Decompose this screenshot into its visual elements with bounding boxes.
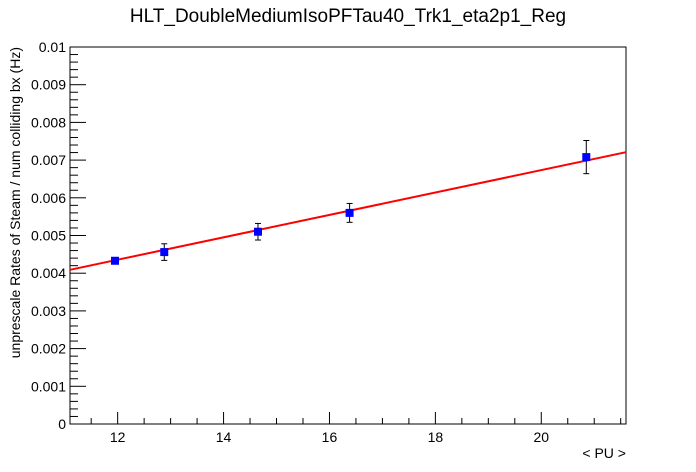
x-axis-tick-labels: 12 14 16 18 20 <box>110 429 549 445</box>
data-point <box>111 256 120 265</box>
y-tick-label: 0.004 <box>31 265 66 281</box>
y-axis-tick-labels: 0 0.001 0.002 0.003 0.004 0.005 0.006 0.007 0.00… <box>31 39 66 432</box>
y-axis-label: unprescale Rates of Steam / num collidin… <box>7 47 23 358</box>
y-tick-label: 0.008 <box>31 114 66 130</box>
plot-frame <box>69 46 627 425</box>
data-point <box>345 202 354 223</box>
point-marker <box>345 208 354 217</box>
chart-title: HLT_DoubleMediumIsoPFTau40_Trk1_eta2p1_R… <box>130 6 566 27</box>
y-tick-label: 0.006 <box>31 190 66 206</box>
x-axis-ticks <box>90 412 622 424</box>
y-tick-label: 0.007 <box>31 152 66 168</box>
y-tick-label: 0.005 <box>31 228 66 244</box>
point-marker <box>582 153 591 162</box>
data-point <box>253 222 262 241</box>
data-point <box>582 139 591 175</box>
x-tick-label: 14 <box>216 429 232 445</box>
data-point <box>160 243 169 261</box>
x-tick-label: 16 <box>322 429 338 445</box>
x-tick-label: 18 <box>428 429 444 445</box>
x-axis-label: < PU > <box>582 445 626 461</box>
y-tick-label: 0.001 <box>31 378 66 394</box>
x-tick-label: 12 <box>110 429 126 445</box>
data-points-layer <box>111 139 591 265</box>
point-marker <box>160 248 169 257</box>
y-tick-label: 0 <box>58 416 66 432</box>
y-tick-label: 0.01 <box>39 39 66 55</box>
point-marker <box>111 256 120 265</box>
point-marker <box>253 227 262 236</box>
y-tick-label: 0.002 <box>31 341 66 357</box>
y-axis-ticks <box>70 46 86 425</box>
y-tick-label: 0.003 <box>31 303 66 319</box>
y-tick-label: 0.009 <box>31 77 66 93</box>
x-tick-label: 20 <box>533 429 549 445</box>
